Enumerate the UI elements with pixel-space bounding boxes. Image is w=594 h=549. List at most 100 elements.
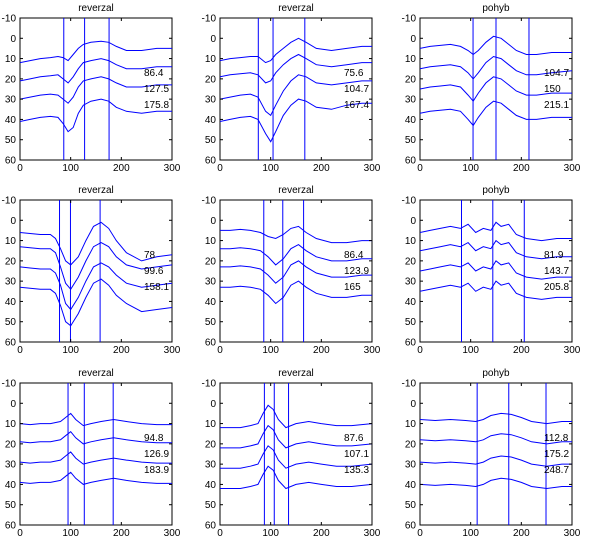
y-tick-label: 10 xyxy=(405,54,417,65)
y-tick-label: 50 xyxy=(205,135,217,146)
x-tick-label: 0 xyxy=(17,163,23,174)
series-line-3 xyxy=(220,260,372,284)
y-tick-label: 40 xyxy=(5,115,17,126)
series-line-1 xyxy=(220,404,372,429)
series-line-4 xyxy=(420,280,572,300)
y-tick-label: 20 xyxy=(205,74,217,85)
series-line-3 xyxy=(20,451,172,465)
y-tick-label: 0 xyxy=(10,34,16,45)
panel-title: reverzal xyxy=(78,368,114,379)
panel-title: pohyb xyxy=(482,3,510,14)
axes-box xyxy=(219,17,373,161)
x-tick-label: 0 xyxy=(217,163,223,174)
y-tick-label: 20 xyxy=(205,439,217,450)
x-tick-label: 0 xyxy=(17,528,23,539)
y-tick-label: 20 xyxy=(405,439,417,450)
y-tick-label: 10 xyxy=(405,236,417,247)
y-tick-label: 30 xyxy=(405,277,417,288)
annotation-label: 143.7 xyxy=(544,266,569,277)
x-tick-label: 0 xyxy=(217,528,223,539)
x-tick-label: 0 xyxy=(417,345,423,356)
annotation-label: 78 xyxy=(144,250,156,261)
y-tick-label: 10 xyxy=(5,236,17,247)
y-tick-label: 60 xyxy=(5,521,17,532)
x-tick-label: 100 xyxy=(262,345,279,356)
series-line-4 xyxy=(20,278,172,327)
x-tick-label: 300 xyxy=(564,528,581,539)
annotation-label: 165 xyxy=(344,282,361,293)
series-line-3 xyxy=(420,260,572,280)
panel-title: reverzal xyxy=(78,185,114,196)
y-tick-label: 50 xyxy=(5,135,17,146)
y-tick-label: 60 xyxy=(5,156,17,167)
x-tick-label: 300 xyxy=(164,345,181,356)
y-tick-label: -10 xyxy=(402,379,417,390)
annotation-label: 158.1 xyxy=(144,282,169,293)
y-tick-label: 30 xyxy=(205,460,217,471)
y-tick-label: 40 xyxy=(405,297,417,308)
y-tick-label: 40 xyxy=(205,297,217,308)
panel-title: pohyb xyxy=(482,368,510,379)
y-tick-label: 40 xyxy=(205,480,217,491)
series-line-3 xyxy=(20,262,172,311)
annotation-label: 183.9 xyxy=(144,465,169,476)
x-tick-label: 0 xyxy=(217,345,223,356)
y-tick-label: 60 xyxy=(205,521,217,532)
x-tick-label: 300 xyxy=(364,163,381,174)
annotation-label: 86.4 xyxy=(344,250,364,261)
annotation-label: 107.1 xyxy=(344,449,369,460)
annotation-label: 123.9 xyxy=(344,266,369,277)
y-tick-label: 0 xyxy=(10,216,16,227)
series-line-2 xyxy=(20,58,172,84)
y-tick-label: -10 xyxy=(402,14,417,25)
x-tick-label: 200 xyxy=(513,528,530,539)
x-tick-label: 200 xyxy=(313,163,330,174)
x-tick-label: 200 xyxy=(313,345,330,356)
annotation-label: 150 xyxy=(544,84,561,95)
annotation-label: 94.8 xyxy=(144,433,164,444)
series-line-2 xyxy=(420,239,572,260)
series-line-3 xyxy=(20,76,172,104)
x-tick-label: 300 xyxy=(564,345,581,356)
panel-title: reverzal xyxy=(278,3,314,14)
y-tick-label: 40 xyxy=(405,115,417,126)
y-tick-label: -10 xyxy=(2,14,17,25)
annotation-label: 104.7 xyxy=(544,68,569,79)
y-tick-label: 20 xyxy=(5,256,17,267)
panel-title: reverzal xyxy=(278,368,314,379)
y-tick-label: 30 xyxy=(205,277,217,288)
y-tick-label: 30 xyxy=(205,95,217,106)
annotation-label: 175.2 xyxy=(544,449,569,460)
y-tick-label: 50 xyxy=(5,317,17,328)
annotation-label: 167.4 xyxy=(344,100,369,111)
y-tick-label: 40 xyxy=(5,297,17,308)
x-tick-label: 0 xyxy=(417,163,423,174)
x-tick-label: 100 xyxy=(262,528,279,539)
x-tick-label: 100 xyxy=(462,163,479,174)
x-tick-label: 300 xyxy=(364,528,381,539)
series-line-1 xyxy=(20,40,172,64)
series-line-4 xyxy=(220,98,372,143)
y-tick-label: -10 xyxy=(2,379,17,390)
annotation-label: 248.7 xyxy=(544,465,569,476)
y-tick-label: 60 xyxy=(5,338,17,349)
series-line-2 xyxy=(220,424,372,449)
x-tick-label: 300 xyxy=(364,345,381,356)
y-tick-label: 50 xyxy=(205,317,217,328)
annotation-label: 99.6 xyxy=(144,266,164,277)
annotation-label: 104.7 xyxy=(344,84,369,95)
y-tick-label: 20 xyxy=(205,256,217,267)
y-tick-label: 20 xyxy=(405,256,417,267)
y-tick-label: 0 xyxy=(410,399,416,410)
annotation-label: 75.6 xyxy=(344,68,364,79)
annotation-label: 87.6 xyxy=(344,433,364,444)
y-tick-label: 30 xyxy=(405,460,417,471)
series-line-2 xyxy=(420,433,572,445)
y-tick-label: 0 xyxy=(10,399,16,410)
